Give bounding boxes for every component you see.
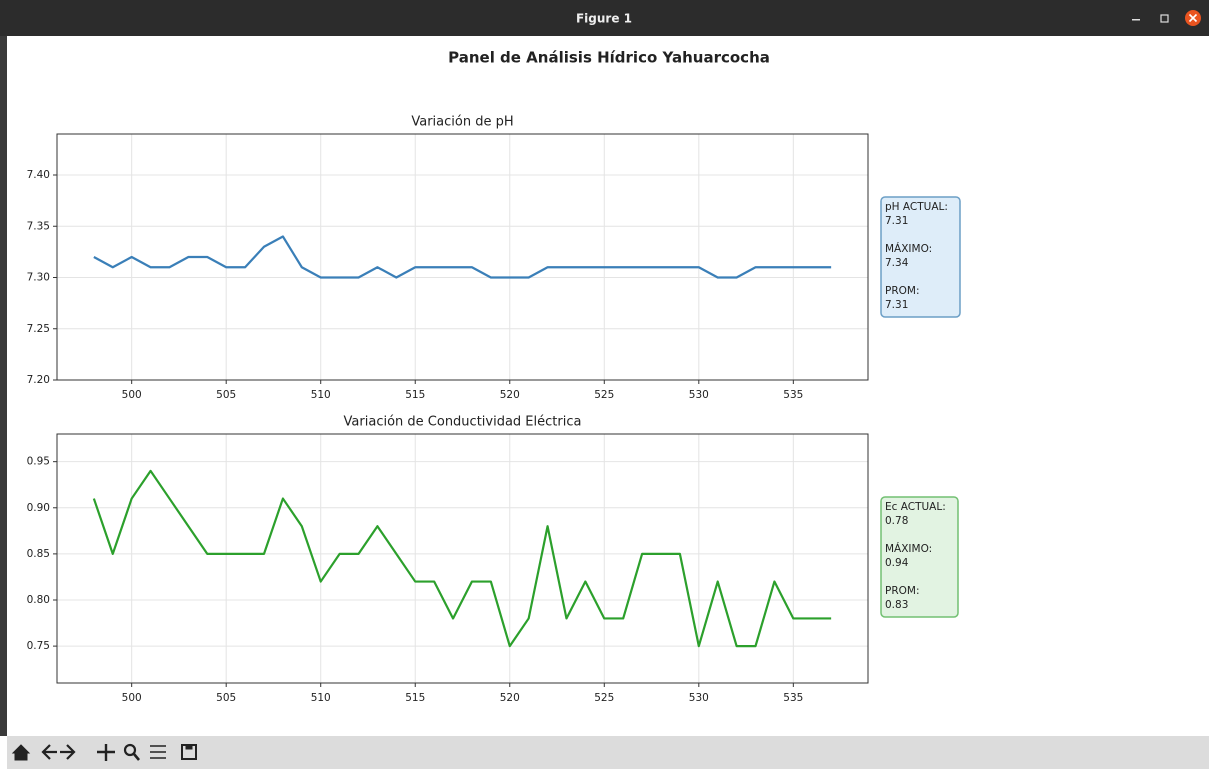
info-value: 0.78 xyxy=(885,515,908,527)
toolbar-icons xyxy=(11,743,197,761)
info-label: MÁXIMO: xyxy=(885,242,932,255)
x-tick-label: 535 xyxy=(783,389,803,401)
axes-frame xyxy=(56,133,869,381)
window-title: Figure 1 xyxy=(576,12,632,26)
info-value: 7.31 xyxy=(885,299,908,311)
axes-frame xyxy=(56,433,869,684)
info-label: MÁXIMO: xyxy=(885,542,932,555)
y-tick-label: 7.20 xyxy=(27,374,50,386)
x-tick-label: 525 xyxy=(594,389,614,401)
x-tick-label: 500 xyxy=(122,389,142,401)
chart-title: Variación de Conductividad Eléctrica xyxy=(344,415,582,430)
configure-button[interactable] xyxy=(150,745,166,759)
toolbar xyxy=(7,736,1209,769)
y-tick-label: 0.75 xyxy=(27,640,50,652)
x-tick-label: 500 xyxy=(122,692,142,704)
pan-button[interactable] xyxy=(97,744,115,761)
x-tick-label: 505 xyxy=(216,389,236,401)
info-label: PROM: xyxy=(885,585,920,597)
x-tick-label: 515 xyxy=(405,692,425,704)
info-box xyxy=(880,496,959,618)
maximize-button[interactable] xyxy=(1160,14,1169,23)
info-label: pH ACTUAL: xyxy=(885,201,948,213)
suptitle: Panel de Análisis Hídrico Yahuarcocha xyxy=(448,49,770,67)
info-value: 7.34 xyxy=(885,257,909,269)
x-tick-label: 520 xyxy=(500,692,520,704)
x-tick-label: 510 xyxy=(311,692,331,704)
x-tick-label: 535 xyxy=(783,692,803,704)
back-button[interactable] xyxy=(41,744,57,760)
data-line xyxy=(93,235,832,279)
x-tick-label: 510 xyxy=(311,389,331,401)
y-tick-label: 0.90 xyxy=(27,502,50,514)
y-tick-label: 7.35 xyxy=(27,220,50,232)
forward-button[interactable] xyxy=(60,744,76,760)
y-tick-label: 0.80 xyxy=(27,594,50,606)
info-label: Ec ACTUAL: xyxy=(885,501,946,513)
x-tick-label: 530 xyxy=(689,389,709,401)
home-button[interactable] xyxy=(11,744,31,761)
save-icon xyxy=(185,744,193,750)
close-icon xyxy=(1188,13,1198,23)
y-tick-label: 7.40 xyxy=(27,169,50,181)
x-tick-label: 525 xyxy=(594,692,614,704)
zoom-handle xyxy=(133,753,140,761)
info-label: PROM: xyxy=(885,285,920,297)
data-line xyxy=(92,469,832,648)
y-tick-label: 0.85 xyxy=(27,548,50,560)
info-box xyxy=(880,196,961,318)
info-value: 7.31 xyxy=(885,215,908,227)
y-tick-label: 0.95 xyxy=(27,456,50,468)
x-tick-label: 515 xyxy=(405,389,425,401)
y-tick-label: 7.25 xyxy=(27,323,50,335)
chart-title: Variación de pH xyxy=(411,115,513,130)
minimize-button[interactable] xyxy=(1132,19,1140,21)
info-value: 0.94 xyxy=(885,557,909,569)
y-tick-label: 7.30 xyxy=(27,272,50,284)
info-value: 0.83 xyxy=(885,599,908,611)
title-bar xyxy=(0,0,1209,36)
x-tick-label: 530 xyxy=(689,692,709,704)
x-tick-label: 505 xyxy=(216,692,236,704)
zoom-button[interactable] xyxy=(123,743,137,757)
x-tick-label: 520 xyxy=(500,389,520,401)
window-edge xyxy=(0,36,7,736)
